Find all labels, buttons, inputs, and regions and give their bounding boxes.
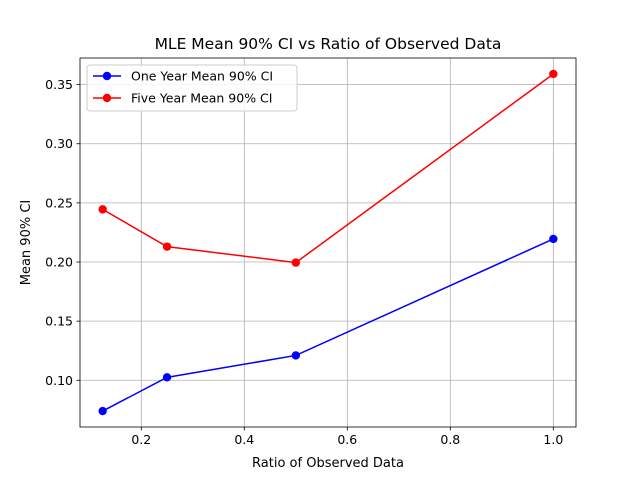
- five-year-series-line: [102, 73, 554, 264]
- legend: One Year Mean 90% CI Five Year Mean 90% C…: [86, 64, 298, 112]
- chart-title: MLE Mean 90% CI vs Ratio of Observed Dat…: [155, 35, 502, 53]
- grid-lines: [80, 58, 576, 427]
- x-tick-label: 0.4: [234, 432, 254, 447]
- y-tick-label: 0.35: [45, 77, 73, 92]
- y-axis-label: Mean 90% CI: [19, 200, 34, 286]
- legend-one-year-label: One Year Mean 90% CI: [131, 69, 273, 84]
- legend-five-year-marker: [102, 93, 112, 103]
- y-tick-label: 0.15: [45, 314, 73, 329]
- x-tick-label: 1.0: [543, 432, 563, 447]
- x-tick-label: 0.8: [440, 432, 460, 447]
- legend-one-year-marker: [102, 71, 112, 81]
- y-tick-label: 0.25: [45, 195, 73, 210]
- series-layer: [98, 69, 558, 416]
- x-tick-label: 0.2: [131, 432, 151, 447]
- five-year-data-point: [162, 242, 172, 251]
- legend-box: [86, 64, 298, 112]
- y-tick-label: 0.20: [45, 255, 73, 270]
- y-tick-label: 0.30: [45, 136, 73, 151]
- tick-layer: 0.2 0.4 0.6 0.8 1.0 0.10 0.15 0.20 0.25 0.30 0.35: [45, 77, 563, 447]
- legend-five-year-label: Five Year Mean 90% CI: [131, 91, 272, 106]
- x-axis-label: Ratio of Observed Data: [252, 456, 404, 471]
- x-tick-label: 0.6: [337, 432, 357, 447]
- one-year-data-point: [98, 406, 107, 416]
- five-year-data-point: [98, 205, 107, 214]
- y-tick-label: 0.10: [45, 373, 73, 388]
- one-year-data-point: [162, 373, 172, 382]
- five-year-data-point: [549, 69, 558, 79]
- one-year-series-line: [102, 238, 554, 412]
- plot-frame: [79, 57, 577, 428]
- one-year-data-point: [291, 351, 301, 360]
- five-year-data-point: [291, 258, 301, 267]
- one-year-data-point: [549, 234, 558, 244]
